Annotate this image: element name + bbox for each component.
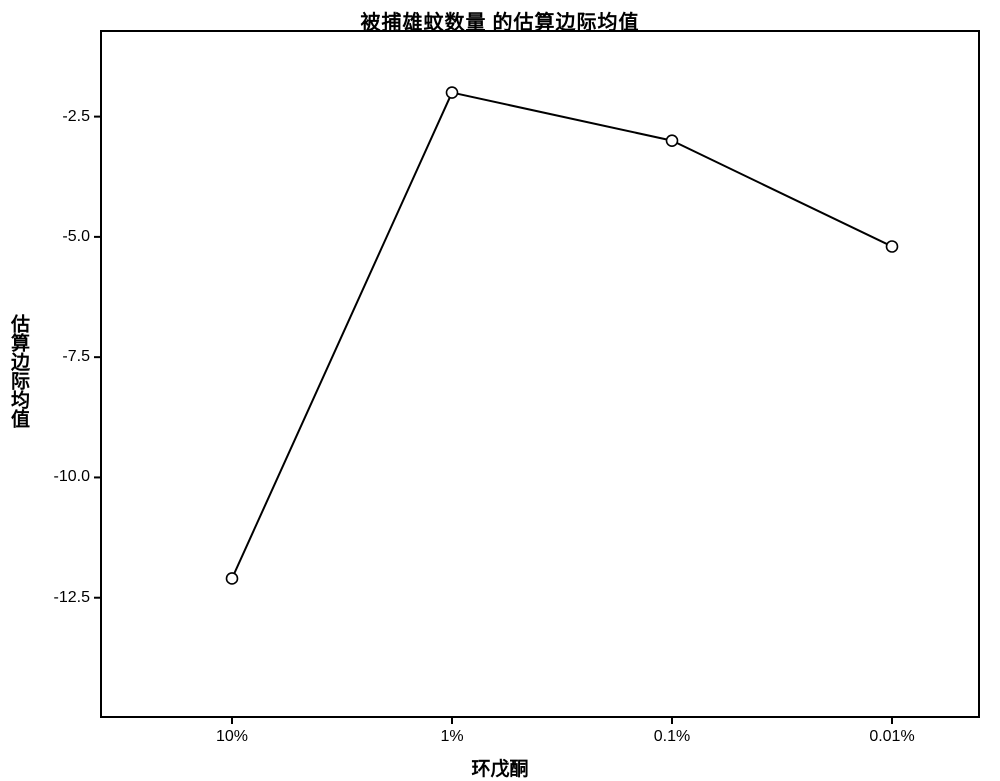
x-tick-label: 0.01% — [869, 728, 914, 746]
series-line — [232, 93, 892, 579]
x-axis-label: 环戊酮 — [0, 754, 1000, 781]
y-axis-label: 估算边际均值 — [8, 314, 28, 428]
x-tick-label: 0.1% — [654, 728, 690, 746]
series-marker — [447, 87, 458, 98]
series-marker — [667, 135, 678, 146]
y-tick-label: -12.5 — [54, 589, 90, 607]
chart-container: 被捕雄蚊数量 的估算边际均值 估算边际均值 环戊酮 -2.5-5.0-7.5-1… — [0, 0, 1000, 778]
y-tick-label: -10.0 — [54, 468, 90, 486]
series-marker — [227, 573, 238, 584]
x-tick-label: 1% — [440, 728, 463, 746]
y-tick-label: -5.0 — [62, 228, 90, 246]
y-tick-label: -7.5 — [62, 348, 90, 366]
y-tick-label: -2.5 — [62, 108, 90, 126]
plot-svg — [0, 0, 1000, 778]
x-tick-label: 10% — [216, 728, 248, 746]
series-marker — [887, 241, 898, 252]
